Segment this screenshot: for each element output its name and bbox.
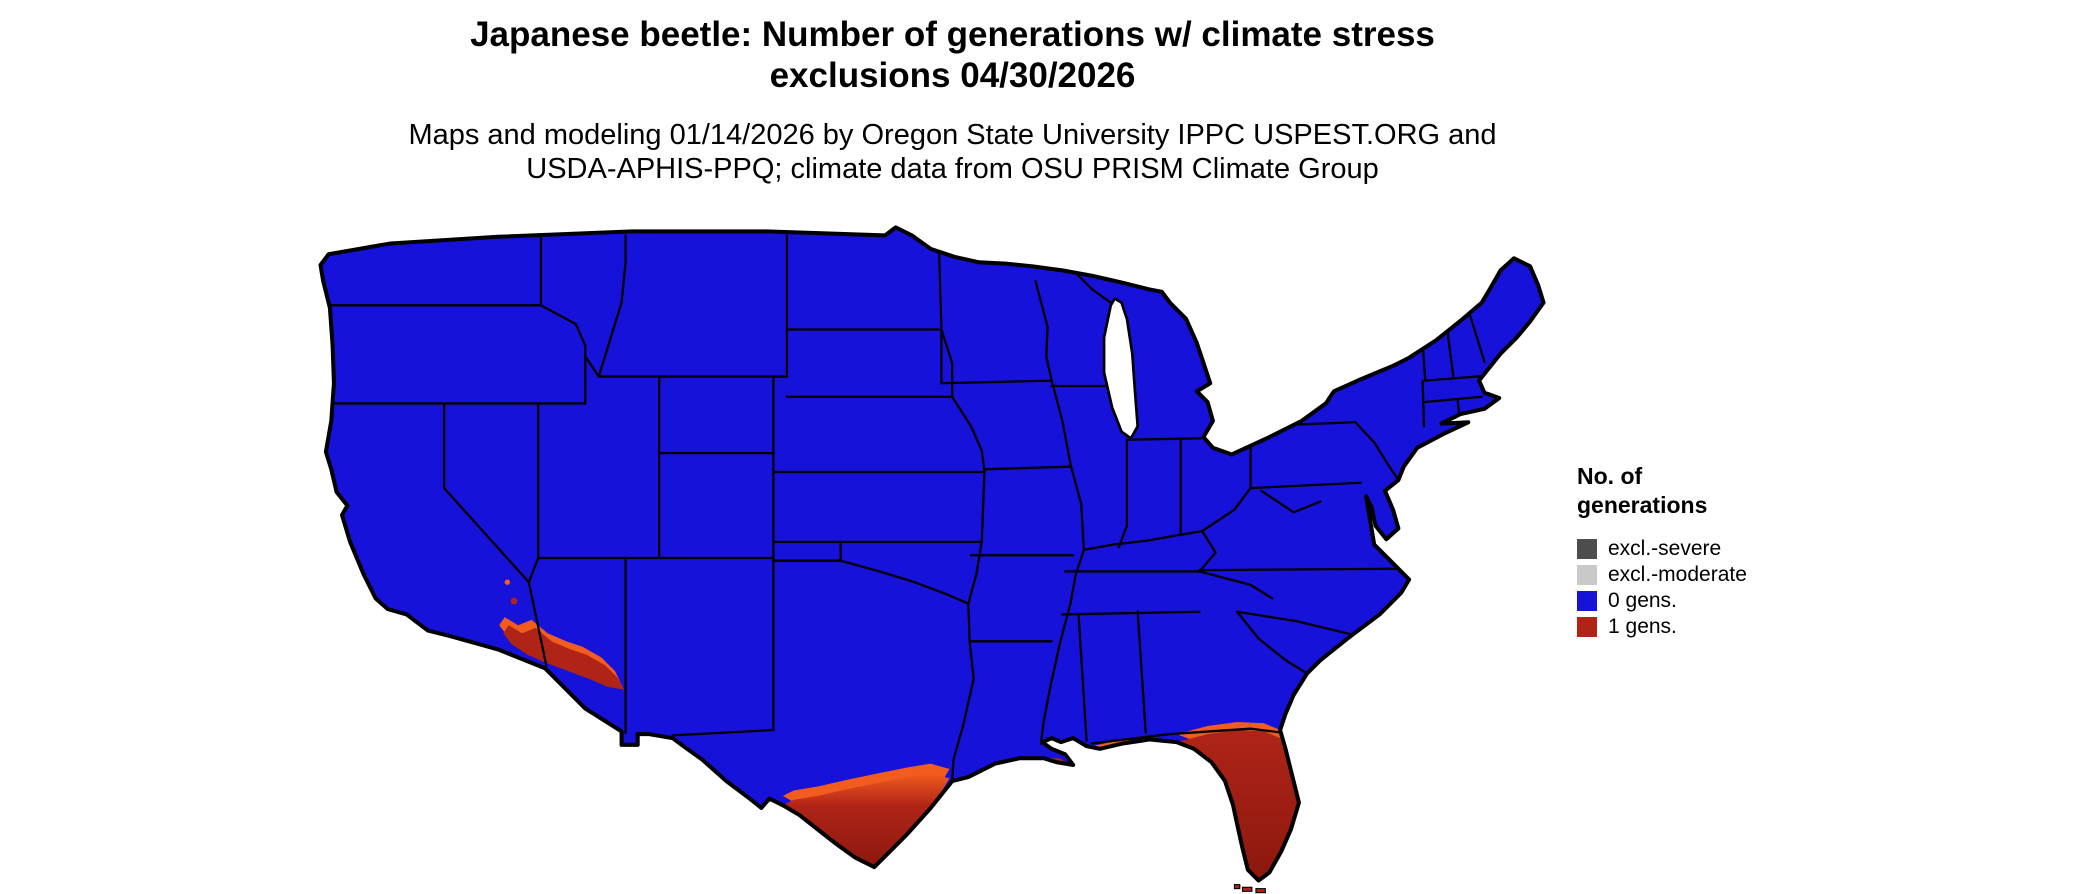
region-colorado-river-spot2	[504, 579, 511, 585]
subtitle-line-2: USDA-APHIS-PPQ; climate data from OSU PR…	[526, 153, 1379, 185]
legend-swatch-1-gens	[1577, 617, 1597, 637]
legend-item-0-gens: 0 gens.	[1577, 588, 1747, 614]
legend-title-line-1: No. of	[1577, 463, 1643, 489]
legend-label-excl-severe: excl.-severe	[1608, 537, 1722, 560]
legend-label-1-gens: 1 gens.	[1608, 615, 1677, 638]
legend-label-excl-moderate: excl.-moderate	[1608, 563, 1747, 586]
figure-subtitle: Maps and modeling 01/14/2026 by Oregon S…	[0, 118, 1905, 186]
figure-header: Japanese beetle: Number of generations w…	[0, 14, 1905, 186]
legend-swatch-0-gens	[1577, 591, 1597, 611]
subtitle-line-1: Maps and modeling 01/14/2026 by Oregon S…	[408, 119, 1497, 151]
region-arizona	[503, 625, 625, 690]
figure-title: Japanese beetle: Number of generations w…	[0, 14, 1905, 96]
legend-item-excl-moderate: excl.-moderate	[1577, 562, 1747, 588]
title-line-2: exclusions 04/30/2026	[769, 56, 1136, 95]
legend-rows: excl.-severe excl.-moderate 0 gens. 1 ge…	[1577, 536, 1747, 640]
florida-keys	[1233, 884, 1266, 894]
us-map	[308, 222, 1548, 894]
legend-title-line-2: generations	[1577, 492, 1708, 518]
us-map-svg	[308, 222, 1548, 894]
state-borders	[330, 234, 1494, 780]
legend-item-1-gens: 1 gens.	[1577, 614, 1747, 640]
region-south-texas	[782, 773, 950, 868]
legend-swatch-excl-moderate	[1577, 565, 1597, 585]
lake-michigan	[1102, 296, 1140, 441]
region-florida-peninsula	[1176, 730, 1298, 880]
legend-label-0-gens: 0 gens.	[1608, 589, 1677, 612]
legend-swatch-excl-severe	[1577, 539, 1597, 559]
title-line-1: Japanese beetle: Number of generations w…	[470, 15, 1435, 54]
legend: No. of generations excl.-severe excl.-mo…	[1577, 462, 1747, 640]
region-colorado-river-spot	[510, 597, 518, 605]
legend-item-excl-severe: excl.-severe	[1577, 536, 1747, 562]
